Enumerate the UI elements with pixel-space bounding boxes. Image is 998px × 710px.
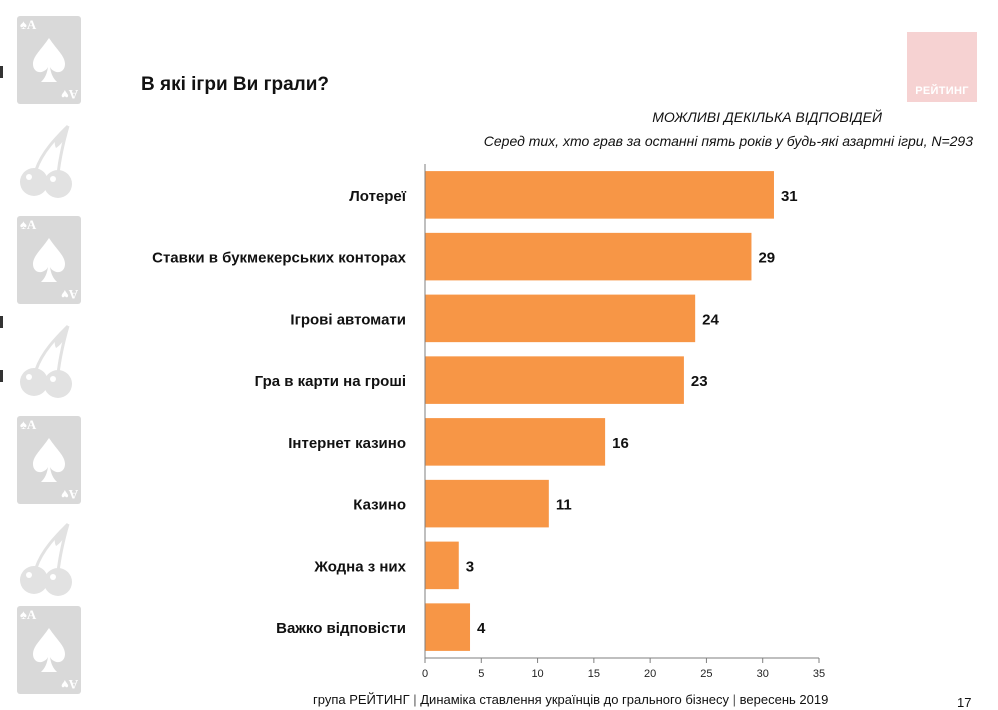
bar (425, 356, 684, 404)
category-label: Казино (353, 497, 406, 514)
footer-date: вересень 2019 (739, 692, 829, 707)
x-tick-label: 30 (757, 668, 769, 680)
edge-mark (0, 66, 3, 78)
data-label: 23 (691, 373, 708, 390)
footer-separator: | (413, 692, 417, 707)
spade-card-icon: ♠A A♥ (17, 606, 81, 694)
category-label: Інтернет казино (288, 435, 406, 452)
spade-card-icon: ♠A A♥ (17, 16, 81, 104)
card-corner: ♠A (20, 217, 37, 232)
category-label: Ставки в букмекерських конторах (152, 250, 407, 267)
edge-mark (0, 316, 3, 328)
spade-icon (33, 38, 65, 82)
bar (425, 603, 471, 651)
x-tick-label: 25 (700, 668, 712, 680)
x-tick-label: 35 (813, 668, 825, 680)
edge-mark (0, 370, 3, 382)
x-tick-label: 20 (644, 668, 656, 680)
footer-org: група РЕЙТИНГ (313, 692, 410, 707)
bar (425, 479, 549, 528)
data-label: 31 (781, 188, 798, 205)
footer-separator: | (732, 692, 737, 707)
card-corner: ♠A (20, 607, 37, 622)
page-title: В які ігри Ви грали? (141, 74, 330, 95)
spade-icon (33, 628, 65, 672)
footer-topic: Динаміка ставлення українців до гральног… (420, 692, 730, 707)
x-tick-label: 0 (422, 668, 428, 680)
category-label: Важко відповісти (276, 620, 406, 637)
bar (425, 541, 459, 590)
x-tick-label: 10 (531, 668, 543, 680)
rating-logo: РЕЙТИНГ (907, 32, 977, 102)
cherry-icon (20, 324, 72, 398)
bar (425, 294, 696, 343)
x-tick-label: 5 (478, 668, 484, 680)
decorative-sidebar: ♠A A♥ ♠A A♥ ♠A A♥ ♠A A♥ (0, 0, 90, 710)
cherry-icon (20, 124, 72, 198)
card-corner: ♠A (20, 417, 37, 432)
spade-icon (33, 438, 65, 482)
category-label: Ігрові автомати (290, 311, 406, 328)
category-label: Гра в карти на гроші (255, 373, 406, 390)
page-number: 17 (957, 695, 972, 710)
data-label: 4 (477, 620, 486, 637)
data-label: 29 (758, 250, 775, 267)
spade-card-icon: ♠A A♥ (17, 416, 81, 504)
base-note: Серед тих, хто грав за останні пять рокі… (483, 133, 973, 149)
bar (425, 232, 752, 281)
data-label: 11 (556, 497, 572, 514)
multiple-answers-note: МОЖЛИВІ ДЕКІЛЬКА ВІДПОВІДЕЙ (652, 109, 882, 125)
x-tick-label: 15 (588, 668, 600, 680)
card-corner: ♠A (20, 17, 37, 32)
category-label: Лотереї (349, 188, 407, 205)
logo-text: РЕЙТИНГ (915, 85, 969, 97)
data-label: 3 (466, 558, 474, 575)
data-label: 16 (612, 435, 629, 452)
bar (425, 418, 606, 466)
data-label: 24 (702, 311, 719, 328)
category-label: Жодна з них (313, 558, 406, 575)
footer: група РЕЙТИНГ | Динаміка ставлення украї… (313, 692, 828, 707)
spade-card-icon: ♠A A♥ (17, 216, 81, 304)
cherry-icon (20, 522, 72, 596)
bar (425, 171, 774, 219)
spade-icon (33, 238, 65, 282)
